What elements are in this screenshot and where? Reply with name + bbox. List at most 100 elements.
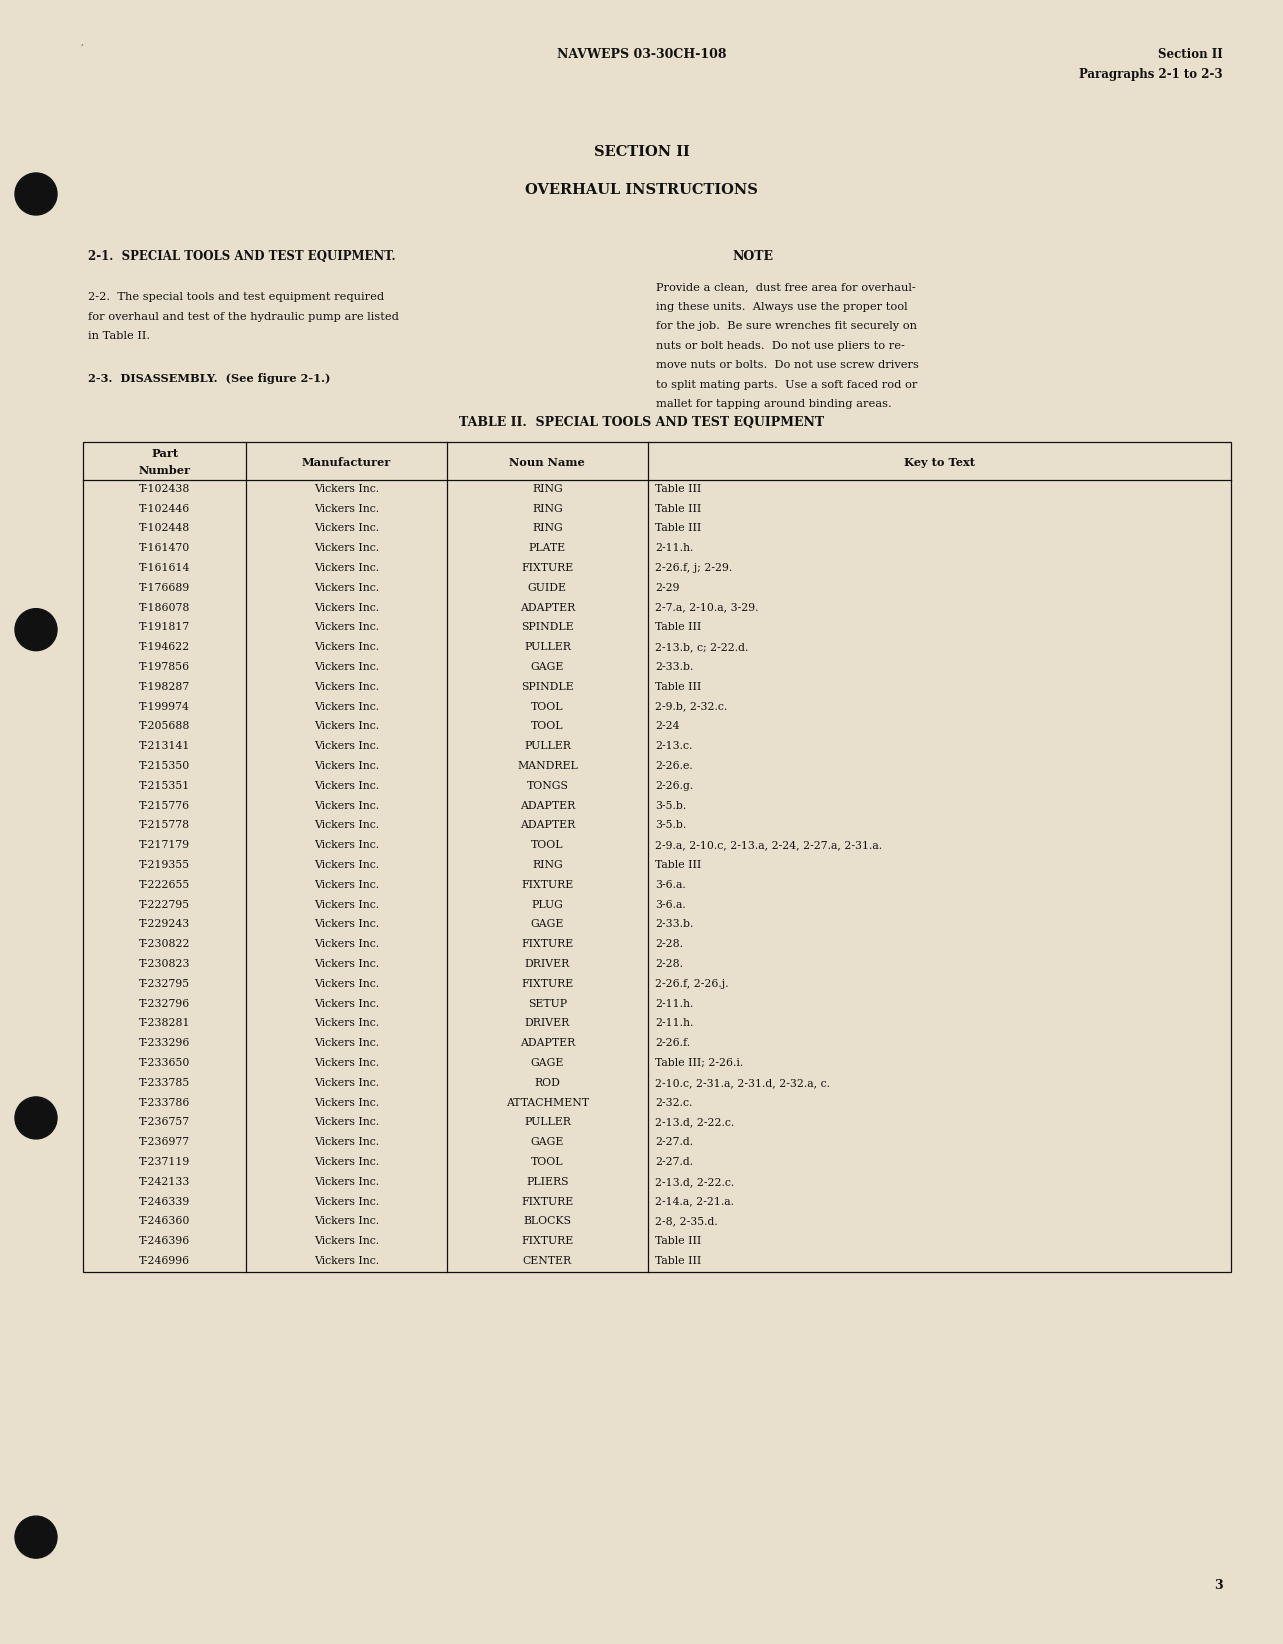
Text: Number: Number	[139, 465, 190, 477]
Text: Vickers Inc.: Vickers Inc.	[314, 584, 378, 593]
Circle shape	[15, 1097, 56, 1139]
Text: Vickers Inc.: Vickers Inc.	[314, 702, 378, 712]
Text: 2-3.  DISASSEMBLY.  (See figure 2-1.): 2-3. DISASSEMBLY. (See figure 2-1.)	[89, 373, 331, 383]
Text: T-194622: T-194622	[139, 643, 190, 653]
Text: Vickers Inc.: Vickers Inc.	[314, 1039, 378, 1049]
Text: mallet for tapping around binding areas.: mallet for tapping around binding areas.	[656, 399, 892, 409]
Text: 2-9.b, 2-32.c.: 2-9.b, 2-32.c.	[654, 702, 727, 712]
Text: PLATE: PLATE	[529, 543, 566, 552]
Text: T-242133: T-242133	[139, 1177, 190, 1187]
Text: CENTER: CENTER	[522, 1256, 572, 1266]
Text: Table III: Table III	[654, 682, 701, 692]
Text: Table III: Table III	[654, 503, 701, 513]
Text: Vickers Inc.: Vickers Inc.	[314, 741, 378, 751]
Text: Vickers Inc.: Vickers Inc.	[314, 1157, 378, 1167]
Text: GAGE: GAGE	[531, 1138, 565, 1148]
Text: Table III; 2-26.i.: Table III; 2-26.i.	[654, 1059, 743, 1069]
Text: T-229243: T-229243	[139, 919, 190, 929]
Text: OVERHAUL INSTRUCTIONS: OVERHAUL INSTRUCTIONS	[525, 182, 758, 197]
Text: PLIERS: PLIERS	[526, 1177, 568, 1187]
Text: T-233785: T-233785	[139, 1078, 190, 1088]
Text: Vickers Inc.: Vickers Inc.	[314, 860, 378, 870]
Text: 2-33.b.: 2-33.b.	[654, 663, 693, 672]
Text: ing these units.  Always use the proper tool: ing these units. Always use the proper t…	[656, 301, 907, 311]
Text: T-161614: T-161614	[139, 562, 190, 574]
Text: for the job.  Be sure wrenches fit securely on: for the job. Be sure wrenches fit secure…	[656, 321, 917, 330]
Text: T-246996: T-246996	[139, 1256, 190, 1266]
Circle shape	[15, 608, 56, 651]
Text: T-246360: T-246360	[139, 1217, 190, 1226]
Text: FIXTURE: FIXTURE	[521, 939, 574, 949]
Text: T-236977: T-236977	[139, 1138, 190, 1148]
Text: TOOL: TOOL	[531, 840, 563, 850]
Bar	[83, 442, 1230, 1272]
Text: for overhaul and test of the hydraulic pump are listed: for overhaul and test of the hydraulic p…	[89, 311, 399, 322]
Text: Vickers Inc.: Vickers Inc.	[314, 820, 378, 830]
Text: Vickers Inc.: Vickers Inc.	[314, 503, 378, 513]
Text: T-198287: T-198287	[139, 682, 190, 692]
Text: Manufacturer: Manufacturer	[302, 457, 391, 469]
Text: NAVWEPS 03-30CH-108: NAVWEPS 03-30CH-108	[557, 48, 726, 61]
Text: T-222795: T-222795	[139, 899, 190, 909]
Text: Part: Part	[151, 449, 178, 459]
Text: Vickers Inc.: Vickers Inc.	[314, 1177, 378, 1187]
Text: T-222655: T-222655	[139, 880, 190, 889]
Text: 3-5.b.: 3-5.b.	[654, 801, 686, 810]
Text: Vickers Inc.: Vickers Inc.	[314, 663, 378, 672]
Text: 2-1.  SPECIAL TOOLS AND TEST EQUIPMENT.: 2-1. SPECIAL TOOLS AND TEST EQUIPMENT.	[89, 250, 395, 263]
Text: 2-33.b.: 2-33.b.	[654, 919, 693, 929]
Circle shape	[15, 1516, 56, 1559]
Text: 2-13.b, c; 2-22.d.: 2-13.b, c; 2-22.d.	[654, 643, 748, 653]
Text: 2-26.f, 2-26.j.: 2-26.f, 2-26.j.	[654, 978, 729, 988]
Text: T-215350: T-215350	[139, 761, 190, 771]
Text: GAGE: GAGE	[531, 919, 565, 929]
Text: Vickers Inc.: Vickers Inc.	[314, 781, 378, 791]
Text: Vickers Inc.: Vickers Inc.	[314, 1098, 378, 1108]
Text: 2-11.h.: 2-11.h.	[654, 543, 693, 552]
Text: 2-26.g.: 2-26.g.	[654, 781, 693, 791]
Text: T-213141: T-213141	[139, 741, 190, 751]
Text: Vickers Inc.: Vickers Inc.	[314, 880, 378, 889]
Text: in Table II.: in Table II.	[89, 330, 150, 340]
Text: T-161470: T-161470	[139, 543, 190, 552]
Text: Table III: Table III	[654, 1236, 701, 1246]
Text: 2-24: 2-24	[654, 722, 679, 732]
Text: MANDREL: MANDREL	[517, 761, 577, 771]
Text: TOOL: TOOL	[531, 702, 563, 712]
Text: T-232795: T-232795	[139, 978, 190, 988]
Text: Vickers Inc.: Vickers Inc.	[314, 978, 378, 988]
Text: Vickers Inc.: Vickers Inc.	[314, 1059, 378, 1069]
Text: PLUG: PLUG	[531, 899, 563, 909]
Text: RING: RING	[532, 483, 563, 493]
Text: T-230822: T-230822	[139, 939, 190, 949]
Text: BLOCKS: BLOCKS	[523, 1217, 571, 1226]
Text: NOTE: NOTE	[733, 250, 774, 263]
Text: Vickers Inc.: Vickers Inc.	[314, 1018, 378, 1029]
Text: Vickers Inc.: Vickers Inc.	[314, 998, 378, 1009]
Text: T-191817: T-191817	[139, 623, 190, 633]
Text: ADAPTER: ADAPTER	[520, 801, 575, 810]
Text: T-186078: T-186078	[139, 603, 190, 613]
Text: Vickers Inc.: Vickers Inc.	[314, 801, 378, 810]
Text: Vickers Inc.: Vickers Inc.	[314, 958, 378, 968]
Text: 2-28.: 2-28.	[654, 939, 683, 949]
Text: ROD: ROD	[535, 1078, 561, 1088]
Text: T-205688: T-205688	[139, 722, 190, 732]
Text: DRIVER: DRIVER	[525, 958, 570, 968]
Text: Provide a clean,  dust free area for overhaul-: Provide a clean, dust free area for over…	[656, 283, 916, 293]
Text: 2-9.a, 2-10.c, 2-13.a, 2-24, 2-27.a, 2-31.a.: 2-9.a, 2-10.c, 2-13.a, 2-24, 2-27.a, 2-3…	[654, 840, 881, 850]
Text: Vickers Inc.: Vickers Inc.	[314, 761, 378, 771]
Circle shape	[15, 173, 56, 215]
Text: Table III: Table III	[654, 860, 701, 870]
Text: Vickers Inc.: Vickers Inc.	[314, 1217, 378, 1226]
Text: Vickers Inc.: Vickers Inc.	[314, 1078, 378, 1088]
Text: 2-13.c.: 2-13.c.	[654, 741, 693, 751]
Text: T-233786: T-233786	[139, 1098, 190, 1108]
Text: ADAPTER: ADAPTER	[520, 603, 575, 613]
Text: Vickers Inc.: Vickers Inc.	[314, 1256, 378, 1266]
Text: Table III: Table III	[654, 1256, 701, 1266]
Text: 2-32.c.: 2-32.c.	[654, 1098, 693, 1108]
Text: Vickers Inc.: Vickers Inc.	[314, 840, 378, 850]
Text: 2-26.e.: 2-26.e.	[654, 761, 693, 771]
Text: T-237119: T-237119	[139, 1157, 190, 1167]
